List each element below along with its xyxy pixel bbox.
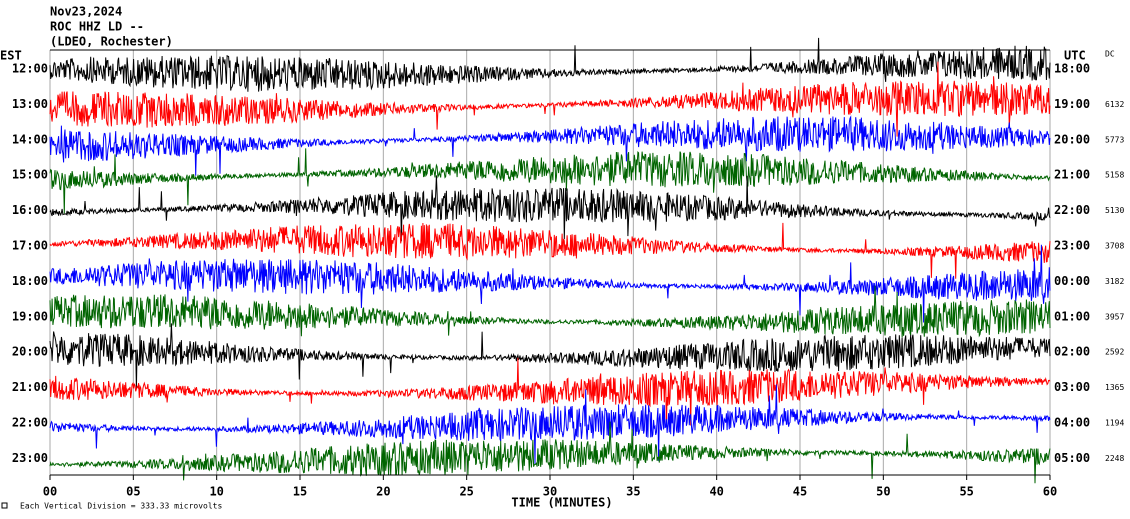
row-label-right: 02:00 (1054, 345, 1090, 359)
row-label-right: 05:00 (1054, 451, 1090, 465)
footnote: Each Vertical Division = 333.33 microvol… (20, 502, 222, 511)
x-tick-label: 45 (793, 485, 807, 499)
trace (49, 421, 1051, 484)
row-label-left: 13:00 (12, 97, 48, 111)
row-label-left: 20:00 (12, 345, 48, 359)
row-label-right: 18:00 (1054, 62, 1090, 76)
trace (49, 323, 1051, 389)
dc-title: DC (1105, 50, 1115, 59)
trace (49, 115, 1051, 176)
dc-value: 3708 (1105, 242, 1124, 251)
x-tick-label: 10 (209, 485, 223, 499)
right-axis-title: UTC (1064, 49, 1086, 63)
row-label-right: 03:00 (1054, 380, 1090, 394)
row-label-right: 04:00 (1054, 416, 1090, 430)
dc-value: 1365 (1105, 383, 1124, 392)
trace (49, 175, 1051, 242)
row-label-right: 21:00 (1054, 168, 1090, 182)
x-tick-label: 05 (126, 485, 140, 499)
row-label-left: 21:00 (12, 380, 48, 394)
row-label-right: 22:00 (1054, 203, 1090, 217)
row-label-left: 14:00 (12, 132, 48, 146)
title-line: Nov23,2024 (50, 5, 122, 19)
dc-value: 3182 (1105, 277, 1124, 286)
row-label-left: 15:00 (12, 168, 48, 182)
row-label-left: 19:00 (12, 309, 48, 323)
trace (49, 148, 1051, 214)
row-label-right: 00:00 (1054, 274, 1090, 288)
icon (1, 502, 8, 509)
row-label-right: 23:00 (1054, 239, 1090, 253)
dc-value: 6132 (1105, 100, 1124, 109)
title-line: ROC HHZ LD -- (50, 20, 144, 34)
trace (49, 357, 1051, 427)
row-label-right: 01:00 (1054, 309, 1090, 323)
row-label-left: 17:00 (12, 239, 48, 253)
trace (49, 222, 1051, 279)
x-tick-label: 25 (459, 485, 473, 499)
x-tick-label: 60 (1043, 485, 1057, 499)
row-label-right: 19:00 (1054, 97, 1090, 111)
x-tick-label: 40 (709, 485, 723, 499)
x-tick-label: 55 (959, 485, 973, 499)
row-label-left: 23:00 (12, 451, 48, 465)
row-label-left: 16:00 (12, 203, 48, 217)
row-label-right: 20:00 (1054, 132, 1090, 146)
dc-value: 5773 (1105, 135, 1124, 144)
x-axis-title: TIME (MINUTES) (511, 496, 612, 510)
trace (49, 384, 1051, 465)
trace (49, 285, 1051, 338)
row-label-left: 22:00 (12, 416, 48, 430)
x-tick-label: 30 (543, 485, 557, 499)
trace (49, 61, 1051, 137)
x-tick-label: 20 (376, 485, 390, 499)
dc-value: 5158 (1105, 171, 1124, 180)
x-tick-label: 00 (43, 485, 57, 499)
dc-value: 3957 (1105, 312, 1124, 321)
trace (49, 37, 1051, 92)
title-line: (LDEO, Rochester) (50, 35, 173, 49)
dc-value: 1194 (1105, 419, 1124, 428)
x-tick-label: 15 (293, 485, 307, 499)
dc-value: 2592 (1105, 348, 1124, 357)
dc-value: 5130 (1105, 206, 1124, 215)
row-label-left: 18:00 (12, 274, 48, 288)
row-label-left: 12:00 (12, 62, 48, 76)
x-tick-label: 50 (876, 485, 890, 499)
left-axis-title: EST (0, 49, 22, 63)
x-tick-label: 35 (626, 485, 640, 499)
dc-value: 2248 (1105, 454, 1124, 463)
trace (49, 244, 1051, 323)
